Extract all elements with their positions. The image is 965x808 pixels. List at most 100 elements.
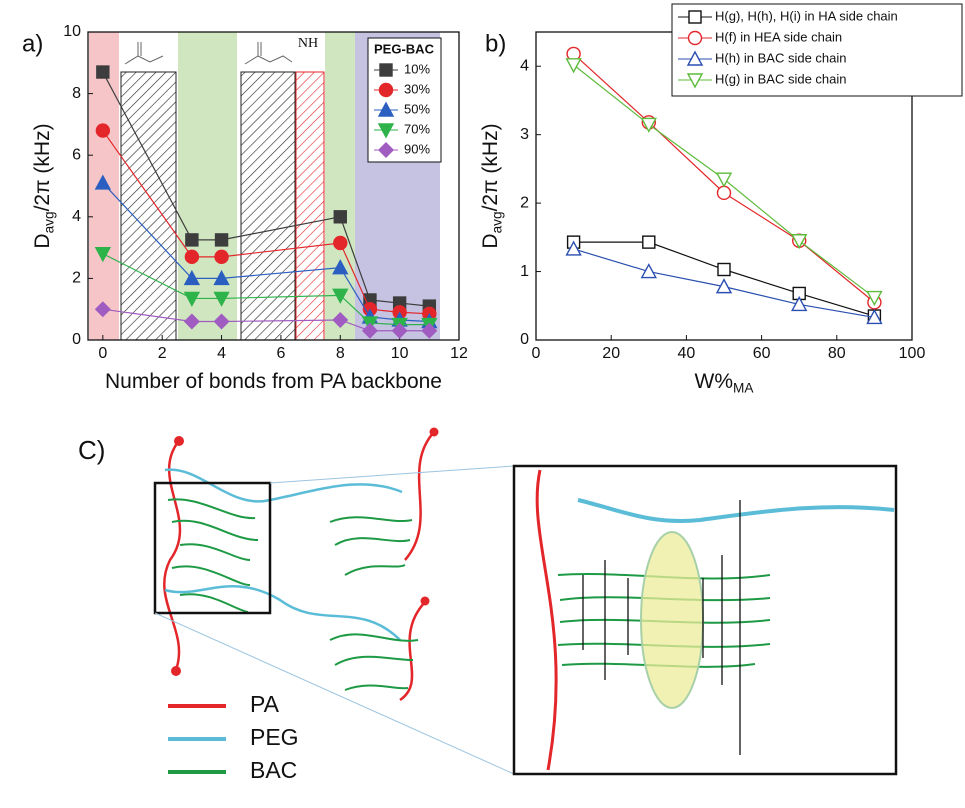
y-tick-label: 10 — [63, 23, 81, 40]
marker — [379, 63, 393, 77]
marker — [183, 291, 201, 307]
marker — [184, 249, 200, 265]
legend-box — [671, 3, 963, 97]
y-axis-label: Davg/2π (kHz) — [31, 123, 56, 248]
label-part: avg — [489, 211, 504, 233]
x-tick-label: 0 — [98, 345, 107, 362]
legend-label: 90% — [404, 141, 430, 156]
marker — [688, 10, 702, 24]
marker — [377, 123, 395, 139]
x-tick-label: 4 — [217, 345, 226, 362]
x-tick-label: 0 — [532, 345, 541, 362]
marker — [686, 73, 704, 89]
x-tick-label: 20 — [602, 345, 620, 362]
legend-label: BAC — [250, 757, 297, 783]
marker — [686, 50, 704, 66]
marker — [715, 172, 733, 188]
marker — [378, 82, 394, 98]
x-tick-label: 100 — [899, 345, 926, 362]
legend-title: PEG-BAC — [374, 41, 435, 56]
marker — [565, 58, 582, 74]
annotation: NH — [298, 36, 318, 51]
y-axis-label: Davg/2π (kHz) — [479, 123, 504, 248]
legend-label: H(g) in BAC side chain — [715, 71, 847, 86]
x-tick-label: 8 — [336, 345, 345, 362]
y-tick-label: 4 — [72, 208, 81, 225]
marker — [213, 291, 230, 307]
marker — [421, 322, 438, 339]
x-tick-label: 12 — [450, 345, 468, 362]
marker — [687, 30, 703, 46]
marker — [791, 295, 808, 312]
y-tick-label: 2 — [72, 270, 81, 287]
marker — [332, 259, 349, 275]
marker — [717, 262, 731, 277]
marker — [866, 290, 883, 307]
label-part: avg — [41, 211, 56, 233]
marker — [791, 234, 808, 250]
x-tick-label: 80 — [828, 345, 846, 362]
marker — [866, 308, 883, 325]
marker — [361, 322, 378, 339]
marker — [213, 269, 230, 286]
marker — [642, 235, 656, 249]
marker — [332, 288, 349, 304]
marker — [94, 301, 111, 318]
y-tick-label: 8 — [72, 85, 81, 102]
marker — [95, 123, 111, 138]
marker — [214, 233, 229, 247]
marker — [640, 117, 657, 133]
legend-label: 10% — [404, 61, 430, 76]
y-tick-label: 0 — [520, 331, 529, 348]
marker — [213, 313, 230, 330]
marker — [94, 174, 112, 190]
marker — [94, 247, 112, 263]
y-tick-label: 1 — [520, 263, 529, 280]
legend-label: H(h) in BAC side chain — [715, 50, 847, 65]
y-tick-label: 3 — [520, 126, 529, 143]
marker — [332, 311, 349, 328]
diagram — [153, 427, 898, 776]
marker — [640, 263, 657, 279]
label-part: Number of bonds from PA backbone — [105, 370, 442, 393]
x-tick-label: 2 — [158, 345, 167, 362]
marker — [378, 142, 394, 158]
marker — [377, 101, 395, 117]
x-tick-label: 60 — [753, 345, 771, 362]
legend-label: H(g), H(h), H(i) in HA side chain — [715, 8, 898, 23]
label-part: MA — [733, 380, 754, 395]
label-part: /2π (kHz) — [31, 123, 54, 211]
y-tick-label: 2 — [520, 194, 529, 211]
legend-label: H(f) in HEA side chain — [715, 29, 842, 44]
marker — [183, 269, 201, 286]
marker — [333, 210, 347, 224]
legend-label: 70% — [404, 121, 430, 136]
y-tick-label: 6 — [72, 146, 81, 163]
marker — [565, 240, 582, 256]
marker — [214, 249, 229, 265]
panel-label: a) — [22, 30, 43, 57]
legend-label: 30% — [404, 81, 430, 96]
marker — [185, 233, 199, 247]
marker — [715, 278, 733, 294]
x-axis-label: Number of bonds from PA backbone — [105, 370, 442, 393]
legend-box — [367, 37, 442, 163]
label-part: D — [31, 233, 54, 248]
label-part: W% — [695, 370, 734, 393]
panel-label: b) — [485, 30, 506, 57]
panel-label: C) — [78, 435, 105, 465]
legend-label: PA — [250, 691, 280, 717]
label-part: D — [479, 233, 502, 248]
x-tick-label: 10 — [391, 345, 409, 362]
label-part: /2π (kHz) — [479, 123, 502, 211]
marker — [183, 313, 200, 330]
legend-label: 50% — [404, 101, 430, 116]
marker — [716, 185, 732, 201]
marker — [333, 235, 348, 251]
x-tick-label: 6 — [276, 345, 285, 362]
y-tick-label: 4 — [520, 57, 529, 74]
marker — [96, 65, 110, 79]
legend-label: PEG — [250, 724, 299, 750]
x-axis-label: W%MA — [695, 370, 755, 395]
